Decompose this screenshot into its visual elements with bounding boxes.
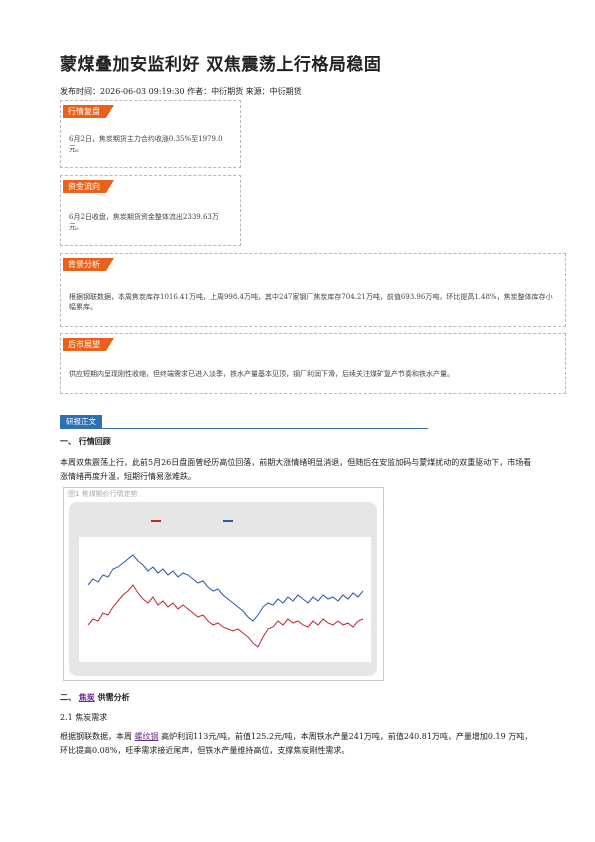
box-text: 根据钢联数据，本周焦炭库存1016.41万吨，上周998.4万吨，其中247家钢… [69, 293, 553, 311]
box-text: 供应短期内呈现刚性收缩，但终端需求已进入淡季，铁水产量基本见顶，钢厂利润下滑，后… [69, 370, 454, 378]
box-label: 资金流向 [63, 180, 114, 193]
link[interactable]: 焦炭 [78, 692, 95, 702]
box-text: 6月2日，焦炭期货主力合约收涨0.35%至1979.0元。 [69, 135, 223, 153]
box-label: 背景分析 [63, 258, 114, 271]
heading: 一、 行情回顾 [60, 436, 111, 446]
figure: 图1 焦煤期价行情走势 [63, 487, 384, 681]
paragraph: 本周双焦震荡上行，此前5月26日盘面曾经历高位回落，前期大涨情绪明显消退，但随后… [60, 458, 532, 481]
figure-title: 图1 焦煤期价行情走势 [68, 489, 138, 498]
title: 蒙煤叠加安监利好 双焦震荡上行格局稳固 [60, 55, 382, 75]
box-label: 后市展望 [63, 338, 114, 351]
summary-box: 背景分析 根据钢联数据，本周焦炭库存1016.41万吨，上周998.4万吨，其中… [60, 253, 566, 327]
text: 根据钢联数据，本周 [60, 732, 135, 741]
heading: 二、 焦炭 供需分析 [60, 692, 130, 703]
summary-box: 资金流向 6月2日收盘，焦炭期货资金整体流出2339.63万元。 [60, 175, 241, 246]
section-label: 研报正文 [60, 415, 102, 428]
divider [60, 428, 428, 429]
meta: 发布时间：2026-06-03 09:19:30 作者：中衍期货 来源：中衍期货 [60, 87, 302, 96]
line [87, 584, 364, 648]
text: 高炉利润113元/吨，前值125.2元/吨，本周铁水产量241万吨，前值240.… [60, 732, 533, 755]
summary-box: 后市展望 供应短期内呈现刚性收缩，但终端需求已进入淡季，铁水产量基本见顶，钢厂利… [60, 333, 566, 394]
plot-area [79, 537, 371, 662]
box-label: 行情复盘 [63, 105, 114, 118]
heading-text: 供需分析 [94, 692, 130, 702]
line [87, 554, 364, 622]
box-text: 6月2日收盘，焦炭期货资金整体流出2339.63万元。 [69, 213, 219, 231]
paragraph: 根据钢联数据，本周 螺纹钢 高炉利润113元/吨，前值125.2元/吨，本周铁水… [60, 730, 538, 758]
heading-text: 二、 [60, 692, 79, 702]
summary-box: 行情复盘 6月2日，焦炭期货主力合约收涨0.35%至1979.0元。 [60, 100, 241, 168]
link[interactable]: 螺纹钢 [134, 732, 159, 741]
subheading: 2.1 焦炭需求 [60, 713, 108, 722]
